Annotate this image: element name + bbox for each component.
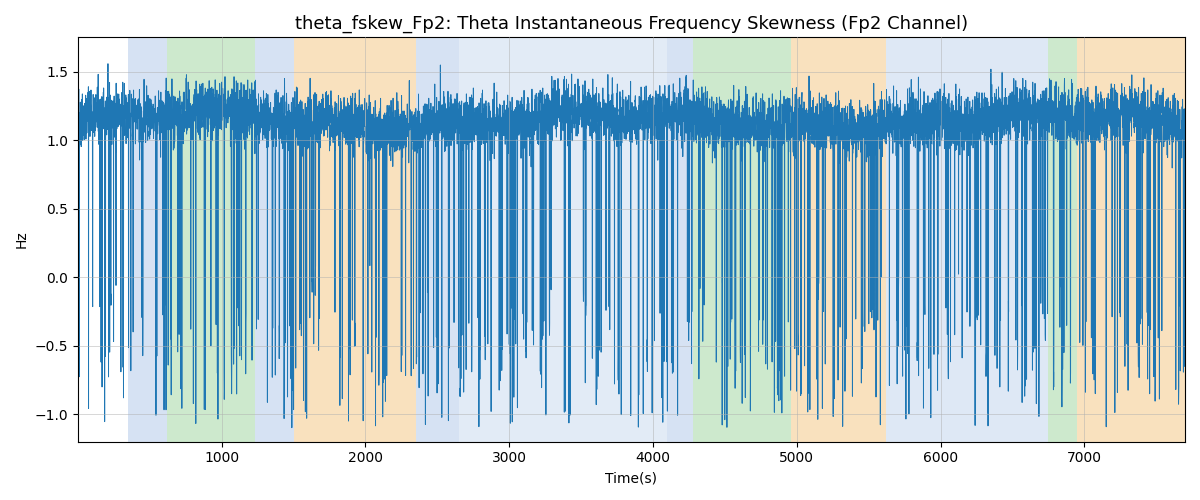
Bar <box>167 38 254 442</box>
Bar <box>667 38 694 442</box>
Bar <box>458 38 667 442</box>
Bar <box>415 38 458 442</box>
Bar <box>294 38 415 442</box>
Bar <box>886 38 1049 442</box>
Y-axis label: Hz: Hz <box>14 230 29 248</box>
Bar <box>128 38 167 442</box>
X-axis label: Time(s): Time(s) <box>606 471 658 485</box>
Bar <box>791 38 886 442</box>
Bar <box>1078 38 1186 442</box>
Title: theta_fskew_Fp2: Theta Instantaneous Frequency Skewness (Fp2 Channel): theta_fskew_Fp2: Theta Instantaneous Fre… <box>295 15 968 34</box>
Bar <box>1049 38 1078 442</box>
Bar <box>694 38 791 442</box>
Bar <box>254 38 294 442</box>
